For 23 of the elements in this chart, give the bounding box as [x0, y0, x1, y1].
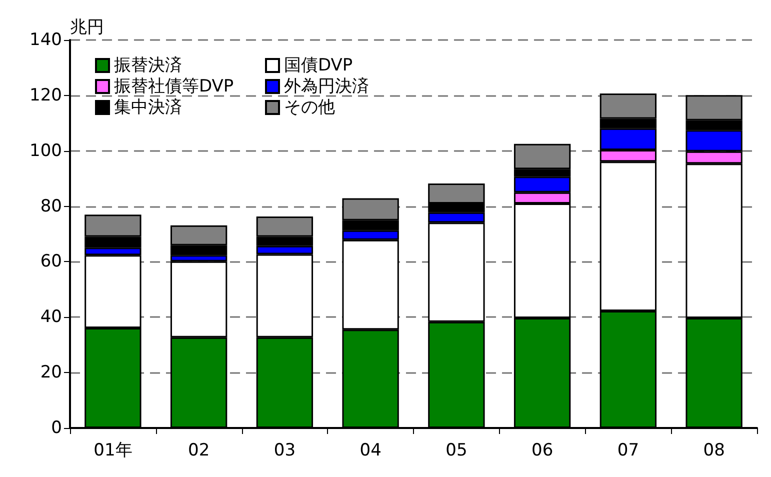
y-tick-label: 60: [40, 252, 62, 272]
legend-label: 集中決済: [114, 98, 182, 118]
y-tick-label: 140: [30, 30, 62, 50]
y-tick-label: 40: [40, 307, 62, 328]
x-tick-label: 02: [188, 440, 210, 460]
y-tick-label: 100: [30, 140, 62, 161]
legend-label: 振替決済: [114, 56, 182, 76]
x-tick-label: 04: [360, 440, 382, 460]
legend-label: 外為円決済: [284, 76, 369, 96]
y-tick-label: 80: [40, 196, 62, 216]
y-tick-label: 120: [30, 85, 62, 106]
legend-label: 振替社債等DVP: [114, 76, 234, 96]
x-tick-label: 06: [531, 440, 554, 460]
x-tick-label: 01年: [94, 440, 132, 460]
legend-label: その他: [284, 98, 335, 118]
y-tick-label: 0: [51, 418, 62, 438]
x-tick-label: 08: [703, 440, 725, 460]
x-tick-label: 03: [274, 440, 296, 460]
legend-label: 国債DVP: [284, 56, 353, 76]
y-axis-title: 兆円: [70, 18, 104, 38]
x-tick-label: 05: [446, 440, 468, 460]
x-tick-label: 07: [617, 440, 640, 460]
y-tick-label: 20: [40, 362, 62, 383]
